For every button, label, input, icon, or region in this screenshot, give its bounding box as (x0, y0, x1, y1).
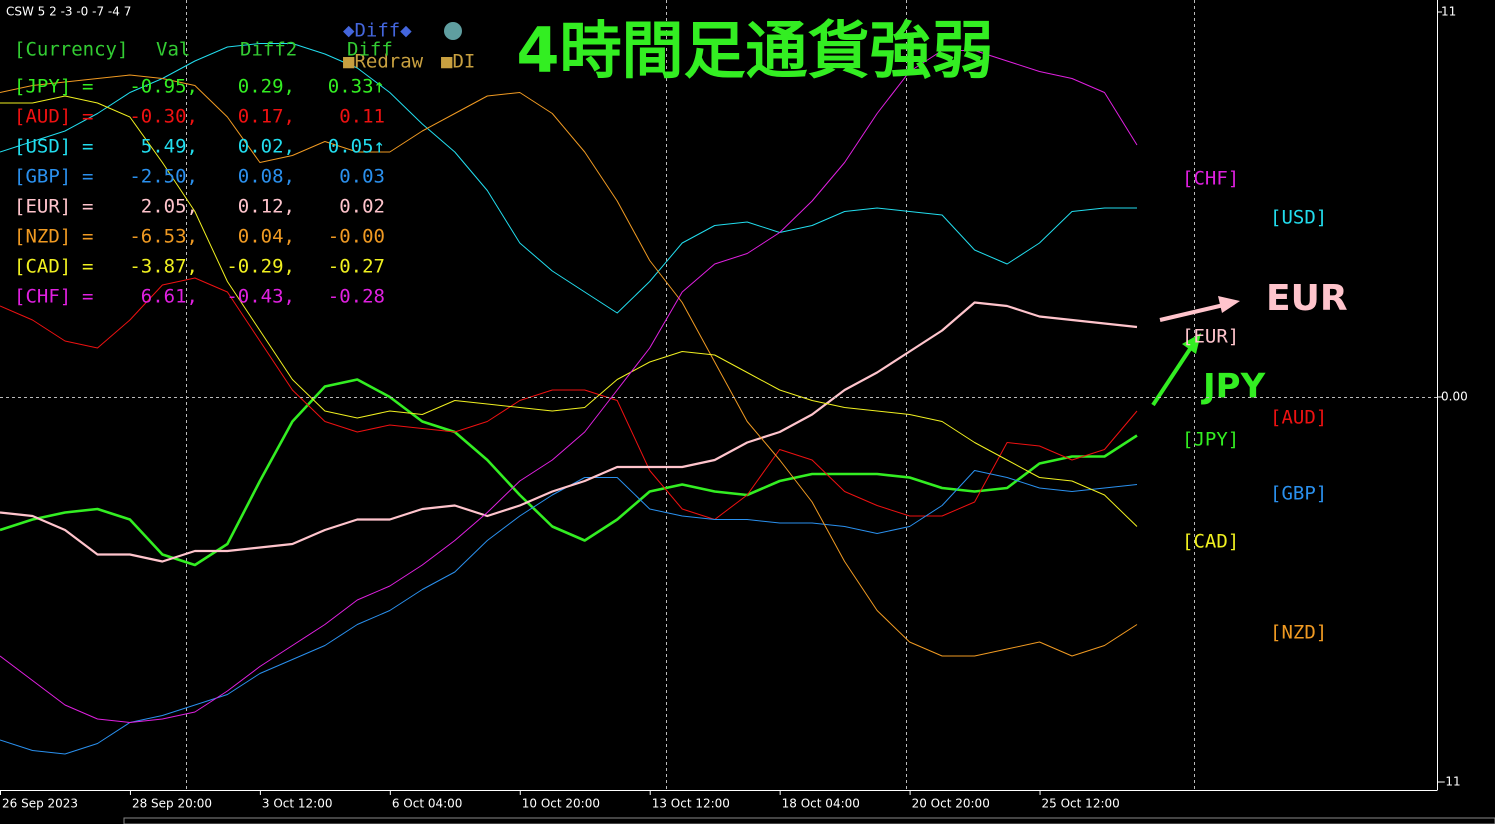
series-line (0, 95, 1138, 527)
currency-name: [NZD] (14, 226, 71, 248)
x-tick-label: 20 Oct 20:00 (912, 797, 990, 811)
panel-cell: 0.08, (238, 166, 295, 188)
annotation: EUR (1266, 278, 1348, 319)
eur-arrow (1159, 302, 1229, 322)
series-line (0, 277, 1138, 520)
panel-cell: = (82, 106, 93, 128)
panel-cell: -2.50, (129, 166, 198, 188)
series-line (0, 50, 1138, 723)
legend-label: [CAD] (1182, 531, 1239, 553)
panel-cell: 0.11 (339, 106, 385, 128)
panel-cell: -0.28 (328, 286, 385, 308)
panel-cell: -0.29, (226, 256, 295, 278)
series-line (0, 301, 1138, 563)
header-cell: Val (156, 39, 190, 61)
currency-name: [GBP] (14, 166, 71, 188)
panel-cell: = (82, 256, 93, 278)
panel-cell: -6.53, (129, 226, 198, 248)
panel-cell: -0.95, (129, 76, 198, 98)
x-tick-label: 28 Sep 20:00 (132, 797, 212, 811)
panel-cell: -3.87, (129, 256, 198, 278)
currency-name: [EUR] (14, 196, 71, 218)
legend-label: [AUD] (1270, 407, 1327, 429)
series-line (0, 378, 1138, 567)
panel-cell: 0.12, (238, 196, 295, 218)
x-tick-label: 25 Oct 12:00 (1042, 797, 1120, 811)
currency-name: [JPY] (14, 76, 71, 98)
status-dot (444, 22, 462, 40)
di-button[interactable]: ■DI (441, 51, 475, 73)
series-line (0, 74, 1138, 657)
panel-cell: 5.49, (141, 136, 198, 158)
legend-label: [USD] (1270, 207, 1327, 229)
x-tick-label: 6 Oct 04:00 (392, 797, 463, 811)
panel-cell: -0.00 (328, 226, 385, 248)
panel-cell: 6.61, (141, 286, 198, 308)
x-tick-label: 13 Oct 12:00 (652, 797, 730, 811)
panel-cell: = (82, 136, 93, 158)
panel-cell: = (82, 196, 93, 218)
panel-cell: 0.02 (339, 196, 385, 218)
x-tick-label: 3 Oct 12:00 (262, 797, 333, 811)
panel-cell: -0.27 (328, 256, 385, 278)
panel-cell: 0.04, (238, 226, 295, 248)
header-row: [Currency] Val Diff2 Diff (14, 39, 393, 61)
legend-label: [CHF] (1182, 168, 1239, 190)
panel-cell: -0.43, (226, 286, 295, 308)
legend-label: [GBP] (1270, 483, 1327, 505)
panel-cell: = (82, 286, 93, 308)
jpy-arrow (1151, 344, 1194, 407)
annotation: JPY (1201, 367, 1266, 407)
panel-cell: 0.05↑ (328, 136, 385, 158)
y-tick-label: -11 (1441, 775, 1461, 789)
panel-cell: 0.17, (238, 106, 295, 128)
panel-cell: 0.29, (238, 76, 295, 98)
window-label: CSW 5 2 -3 -0 -7 -4 7 (6, 5, 131, 19)
series-line (0, 43, 1137, 314)
series-lines (0, 43, 1138, 755)
header-cell: Diff2 (240, 39, 297, 61)
jpy-arrowhead (1182, 333, 1201, 354)
diff-button[interactable]: ◆Diff◆ (343, 20, 412, 42)
legend-label: [NZD] (1270, 622, 1327, 644)
legend-label: [JPY] (1182, 429, 1239, 451)
currency-name: [CHF] (14, 286, 71, 308)
currency-name: [USD] (14, 136, 71, 158)
y-tick-label: 0.00 (1441, 390, 1468, 404)
panel-cell: = (82, 226, 93, 248)
panel-cell: 0.33↑ (328, 76, 385, 98)
panel-cell: 0.03 (339, 166, 385, 188)
redraw-button[interactable]: ■Redraw (343, 51, 424, 73)
eur-arrowhead (1218, 296, 1240, 313)
panel-cell: 2.05, (141, 196, 198, 218)
currency-name: [CAD] (14, 256, 71, 278)
panel-cell: -0.30, (129, 106, 198, 128)
header-cell: Diff (347, 39, 393, 61)
currency-name: [AUD] (14, 106, 71, 128)
y-tick-label: 11 (1441, 5, 1456, 19)
header-cell: [Currency] (14, 39, 128, 61)
x-tick-label: 18 Oct 04:00 (782, 797, 860, 811)
panel-cell: = (82, 166, 93, 188)
scrollbar[interactable] (123, 817, 1495, 824)
x-tick-label: 10 Oct 20:00 (522, 797, 600, 811)
legend-label: [EUR] (1182, 326, 1239, 348)
chart-title: 4時間足通貨強弱 (516, 14, 993, 87)
panel-cell: 0.02, (238, 136, 295, 158)
panel-cell: = (82, 76, 93, 98)
x-tick-label: 26 Sep 2023 (2, 797, 78, 811)
